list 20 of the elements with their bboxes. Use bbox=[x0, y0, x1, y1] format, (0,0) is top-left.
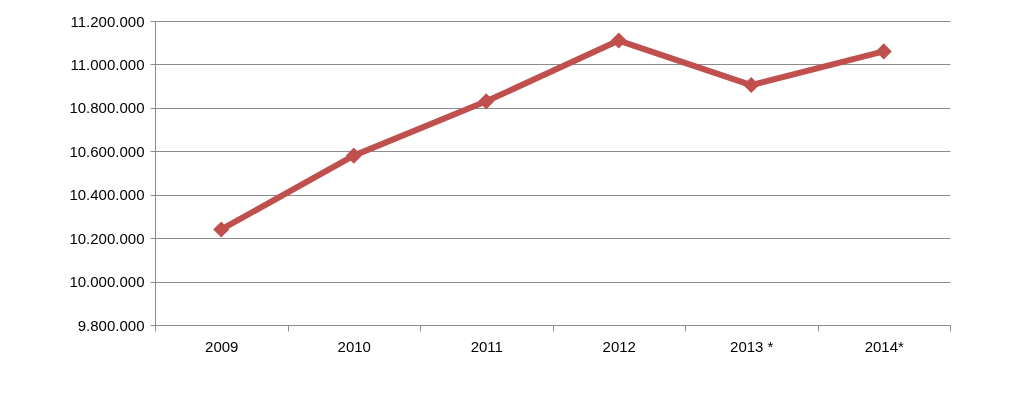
point bbox=[743, 77, 760, 94]
x-tick-label: 2013 * bbox=[730, 337, 774, 355]
point bbox=[610, 32, 627, 49]
y-tick-label: 10.800.000 bbox=[69, 99, 145, 117]
point bbox=[478, 93, 495, 110]
x-tick-label: 2009 bbox=[205, 337, 239, 355]
x-tick-label: 2012 bbox=[602, 337, 636, 355]
y-tick-label: 10.200.000 bbox=[69, 229, 145, 247]
y-tick-label: 9.800.000 bbox=[77, 316, 145, 334]
y-tick-label: 11.000.000 bbox=[70, 55, 145, 73]
y-tick-label: 11.200.000 bbox=[70, 12, 145, 30]
x-tick-label: 2014* bbox=[864, 337, 905, 355]
y-tick-label: 10.600.000 bbox=[69, 142, 145, 160]
point bbox=[213, 221, 230, 238]
y-tick-label: 10.400.000 bbox=[69, 186, 145, 204]
point bbox=[875, 43, 892, 60]
x-tick-label: 2010 bbox=[337, 337, 371, 355]
y-tick-label: 10.000.000 bbox=[69, 273, 145, 291]
point bbox=[345, 147, 362, 164]
x-tick-label: 2011 bbox=[470, 337, 503, 355]
